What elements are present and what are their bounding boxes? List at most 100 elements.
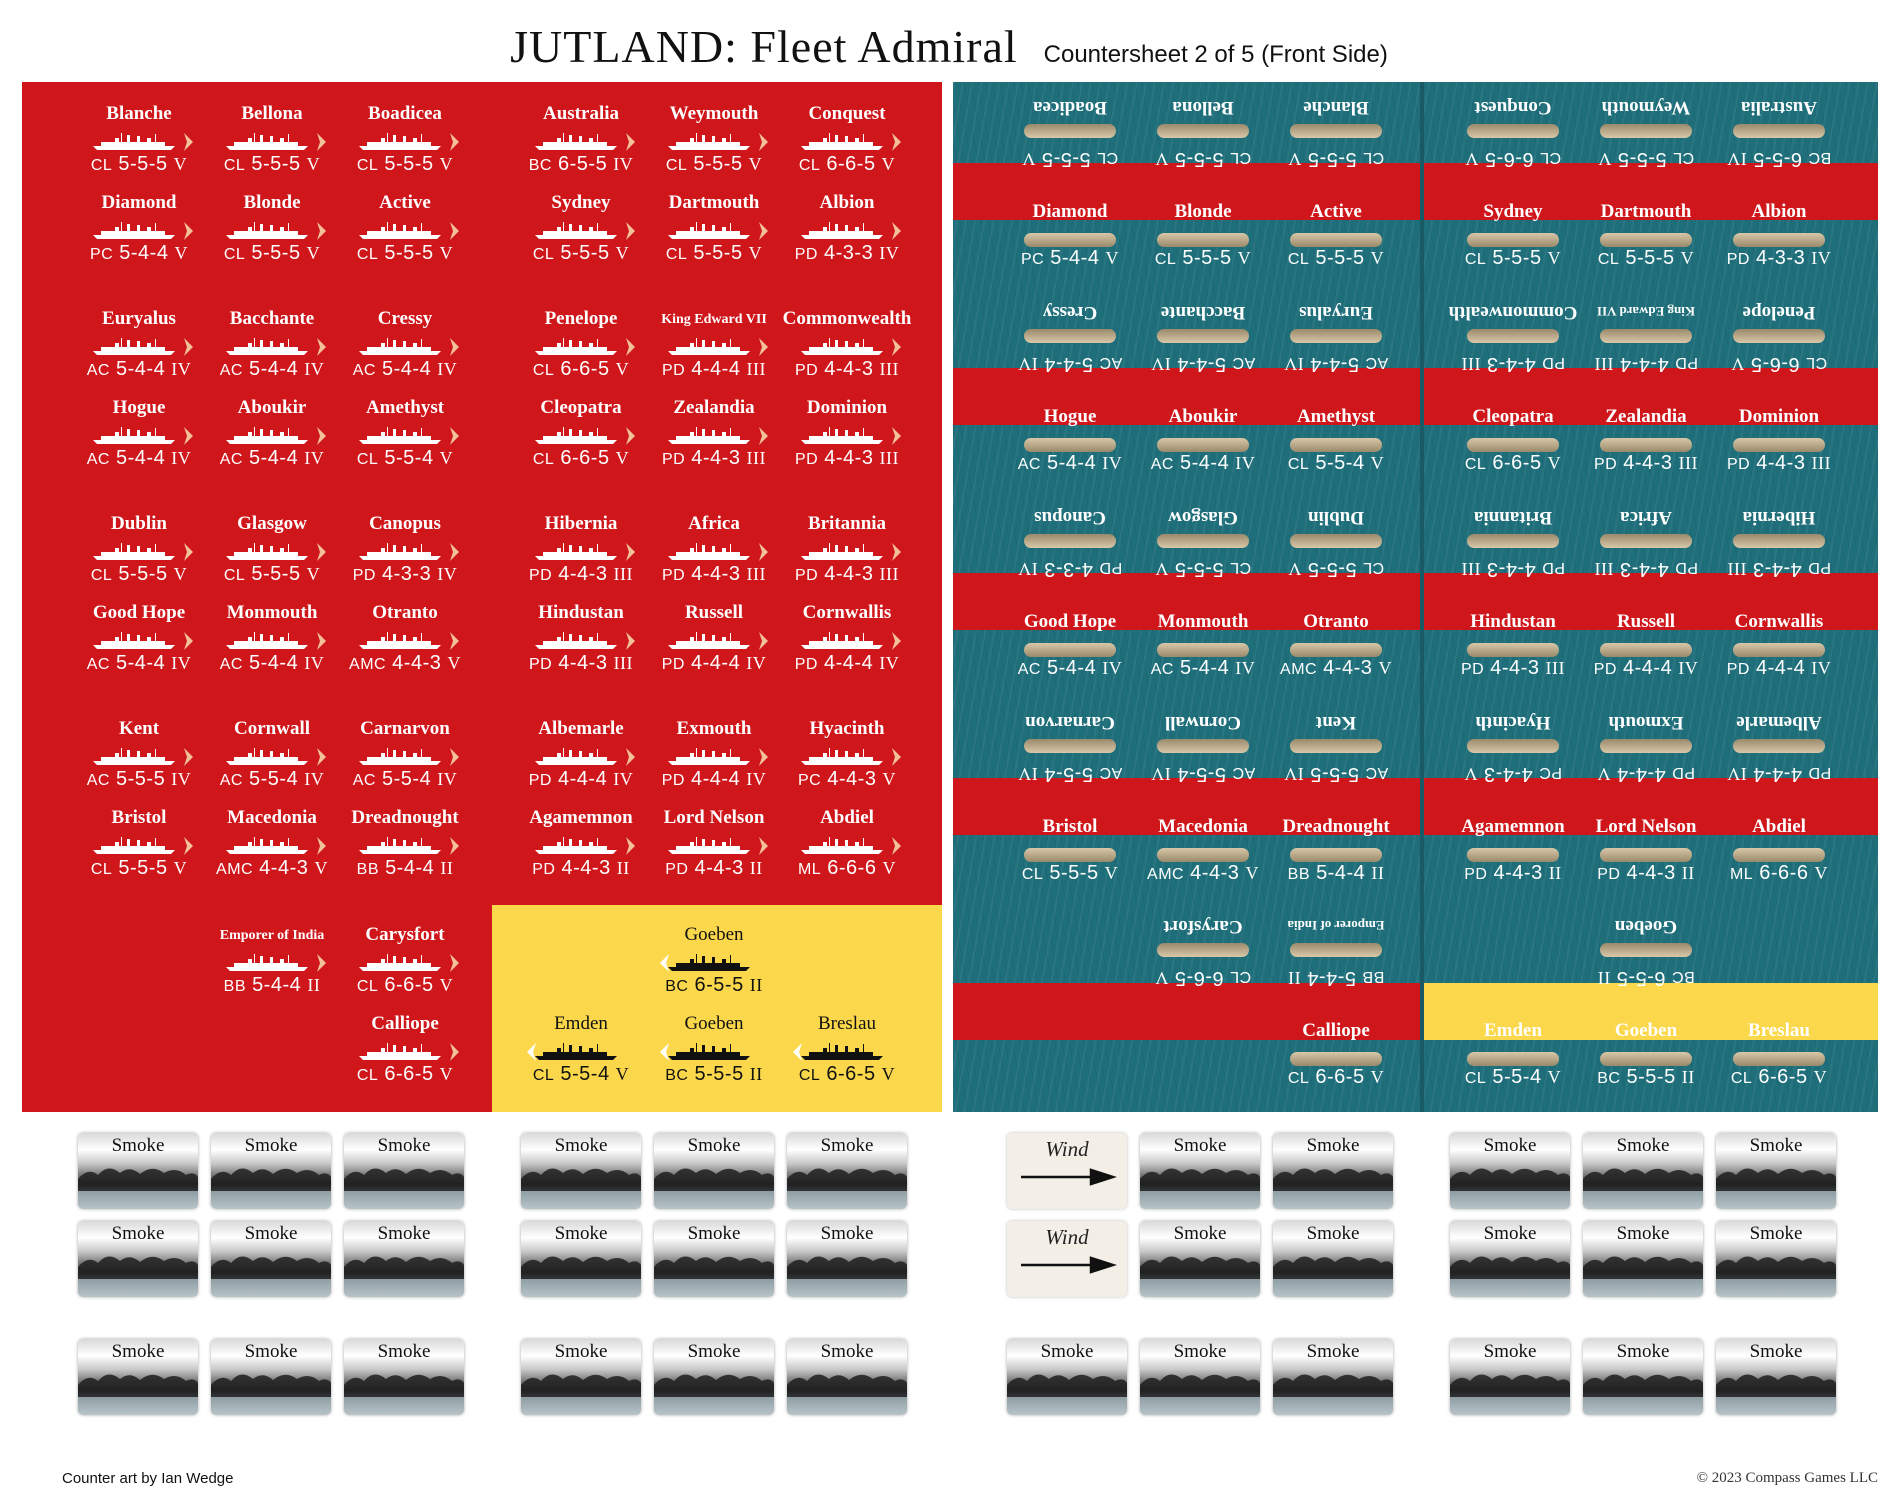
ship-counter[interactable]: Cornwall AC 5-5-4 IV — [206, 718, 338, 802]
ship-counter[interactable]: Emporer of India BB 5-4-4 II — [206, 924, 338, 1008]
ship-counter-back[interactable]: Dartmouth CL 5-5-5 V — [1580, 201, 1712, 281]
ship-counter[interactable]: Blonde CL 5-5-5 V — [206, 192, 338, 276]
ship-counter-back[interactable]: Hogue AC 5-4-4 IV — [1004, 406, 1136, 486]
ship-counter[interactable]: Active CL 5-5-5 V — [339, 192, 471, 276]
ship-counter[interactable]: Diamond PC 5-4-4 V — [73, 192, 205, 276]
smoke-marker[interactable]: Smoke — [211, 1221, 331, 1297]
smoke-marker[interactable]: Smoke — [78, 1339, 198, 1415]
ship-counter[interactable]: Dartmouth CL 5-5-5 V — [648, 192, 780, 276]
smoke-marker[interactable]: Smoke — [787, 1221, 907, 1297]
smoke-marker[interactable]: Smoke — [1273, 1339, 1393, 1415]
ship-counter-back[interactable]: CL 6-6-5 V Penelope — [1713, 302, 1845, 383]
ship-counter-back[interactable]: Active CL 5-5-5 V — [1270, 201, 1402, 281]
ship-counter[interactable]: Africa PD 4-4-3 III — [648, 513, 780, 597]
ship-counter[interactable]: Macedonia AMC 4-4-3 V — [206, 807, 338, 891]
ship-counter[interactable]: Emden CL 5-5-4 V — [515, 1013, 647, 1097]
smoke-marker[interactable]: Smoke — [521, 1221, 641, 1297]
smoke-marker[interactable]: Smoke — [344, 1339, 464, 1415]
smoke-marker[interactable]: Smoke — [1716, 1133, 1836, 1209]
ship-counter-back[interactable]: Amethyst CL 5-5-4 V — [1270, 406, 1402, 486]
ship-counter-back[interactable]: AC 5-4-4 IV Euryalus — [1270, 302, 1402, 383]
ship-counter-back[interactable]: AC 5-4-4 IV Cressy — [1004, 302, 1136, 383]
ship-counter-back[interactable]: Breslau CL 6-6-5 V — [1713, 1020, 1845, 1100]
ship-counter-back[interactable]: Zealandia PD 4-4-3 III — [1580, 406, 1712, 486]
smoke-marker[interactable]: Smoke — [1140, 1339, 1260, 1415]
ship-counter-back[interactable]: CL 5-5-5 V Weymouth — [1580, 97, 1712, 178]
ship-counter[interactable]: Amethyst CL 5-5-4 V — [339, 397, 471, 481]
ship-counter-back[interactable]: Otranto AMC 4-4-3 V — [1270, 611, 1402, 691]
smoke-marker[interactable]: Smoke — [1140, 1221, 1260, 1297]
ship-counter[interactable]: Penelope CL 6-6-5 V — [515, 308, 647, 392]
ship-counter-back[interactable]: BB 5-4-4 II Emporer of India — [1270, 917, 1402, 997]
ship-counter[interactable]: Russell PD 4-4-4 IV — [648, 602, 780, 686]
ship-counter[interactable]: Cornwallis PD 4-4-4 IV — [781, 602, 913, 686]
ship-counter-back[interactable]: Dreadnought BB 5-4-4 II — [1270, 816, 1402, 896]
ship-counter-back[interactable]: BC 6-5-5 II Goeben — [1580, 916, 1712, 997]
ship-counter-back[interactable]: Good Hope AC 5-4-4 IV — [1004, 611, 1136, 691]
ship-counter[interactable]: Hibernia PD 4-4-3 III — [515, 513, 647, 597]
ship-counter-back[interactable]: Russell PD 4-4-4 IV — [1580, 611, 1712, 691]
ship-counter-back[interactable]: Hindustan PD 4-4-3 III — [1447, 611, 1579, 691]
ship-counter[interactable]: Britannia PD 4-4-3 III — [781, 513, 913, 597]
smoke-marker[interactable]: Smoke — [1007, 1339, 1127, 1415]
ship-counter[interactable]: Cleopatra CL 6-6-5 V — [515, 397, 647, 481]
ship-counter[interactable]: Dreadnought BB 5-4-4 II — [339, 807, 471, 891]
ship-counter-back[interactable]: Abdiel ML 6-6-6 V — [1713, 816, 1845, 896]
smoke-marker[interactable]: Smoke — [1450, 1133, 1570, 1209]
ship-counter-back[interactable]: PD 4-3-3 IV Canopus — [1004, 507, 1136, 588]
ship-counter[interactable]: Otranto AMC 4-4-3 V — [339, 602, 471, 686]
ship-counter-back[interactable]: Dominion PD 4-4-3 III — [1713, 406, 1845, 486]
ship-counter-back[interactable]: PD 4-4-3 III Britannia — [1447, 507, 1579, 588]
ship-counter-back[interactable]: CL 5-5-5 V Boadicea — [1004, 97, 1136, 178]
ship-counter-back[interactable]: BC 6-5-5 IV Australia — [1713, 97, 1845, 178]
ship-counter-back[interactable]: Blonde CL 5-5-5 V — [1137, 201, 1269, 281]
smoke-marker[interactable]: Smoke — [1273, 1221, 1393, 1297]
ship-counter[interactable]: Carysfort CL 6-6-5 V — [339, 924, 471, 1008]
ship-counter-back[interactable]: Calliope CL 6-6-5 V — [1270, 1020, 1402, 1100]
ship-counter[interactable]: Boadicea CL 5-5-5 V — [339, 103, 471, 187]
ship-counter-back[interactable]: AC 5-4-4 IV Bacchante — [1137, 302, 1269, 383]
ship-counter[interactable]: Blanche CL 5-5-5 V — [73, 103, 205, 187]
ship-counter[interactable]: Abdiel ML 6-6-6 V — [781, 807, 913, 891]
smoke-marker[interactable]: Smoke — [1583, 1339, 1703, 1415]
ship-counter-back[interactable]: Diamond PC 5-4-4 V — [1004, 201, 1136, 281]
ship-counter-back[interactable]: CL 6-6-5 V Carysfort — [1137, 916, 1269, 997]
smoke-marker[interactable]: Smoke — [1140, 1133, 1260, 1209]
ship-counter[interactable]: Cressy AC 5-4-4 IV — [339, 308, 471, 392]
ship-counter-back[interactable]: CL 5-5-5 V Glasgow — [1137, 507, 1269, 588]
smoke-marker[interactable]: Smoke — [344, 1133, 464, 1209]
ship-counter[interactable]: Carnarvon AC 5-5-4 IV — [339, 718, 471, 802]
ship-counter-back[interactable]: Agamemnon PD 4-4-3 II — [1447, 816, 1579, 896]
smoke-marker[interactable]: Smoke — [521, 1133, 641, 1209]
smoke-marker[interactable]: Smoke — [787, 1339, 907, 1415]
ship-counter[interactable]: Glasgow CL 5-5-5 V — [206, 513, 338, 597]
smoke-marker[interactable]: Smoke — [1450, 1221, 1570, 1297]
ship-counter-back[interactable]: PD 4-4-3 III Africa — [1580, 507, 1712, 588]
ship-counter[interactable]: Breslau CL 6-6-5 V — [781, 1013, 913, 1097]
ship-counter-back[interactable]: PD 4-4-3 III Hibernia — [1713, 507, 1845, 588]
ship-counter[interactable]: Exmouth PD 4-4-4 IV — [648, 718, 780, 802]
smoke-marker[interactable]: Smoke — [1583, 1133, 1703, 1209]
ship-counter-back[interactable]: Cleopatra CL 6-6-5 V — [1447, 406, 1579, 486]
wind-marker[interactable]: Wind — [1007, 1133, 1127, 1209]
ship-counter-back[interactable]: Sydney CL 5-5-5 V — [1447, 201, 1579, 281]
ship-counter[interactable]: Sydney CL 5-5-5 V — [515, 192, 647, 276]
smoke-marker[interactable]: Smoke — [654, 1133, 774, 1209]
ship-counter-back[interactable]: Bristol CL 5-5-5 V — [1004, 816, 1136, 896]
ship-counter-back[interactable]: Aboukir AC 5-4-4 IV — [1137, 406, 1269, 486]
ship-counter-back[interactable]: AC 5-5-4 IV Carnarvon — [1004, 712, 1136, 793]
smoke-marker[interactable]: Smoke — [1450, 1339, 1570, 1415]
ship-counter[interactable]: Monmouth AC 5-4-4 IV — [206, 602, 338, 686]
ship-counter[interactable]: Agamemnon PD 4-4-3 II — [515, 807, 647, 891]
ship-counter[interactable]: Lord Nelson PD 4-4-3 II — [648, 807, 780, 891]
ship-counter-back[interactable]: CL 5-5-5 V Blanche — [1270, 97, 1402, 178]
wind-marker[interactable]: Wind — [1007, 1221, 1127, 1297]
ship-counter[interactable]: Aboukir AC 5-4-4 IV — [206, 397, 338, 481]
ship-counter-back[interactable]: Lord Nelson PD 4-4-3 II — [1580, 816, 1712, 896]
ship-counter[interactable]: Hindustan PD 4-4-3 III — [515, 602, 647, 686]
smoke-marker[interactable]: Smoke — [654, 1221, 774, 1297]
ship-counter[interactable]: Bristol CL 5-5-5 V — [73, 807, 205, 891]
ship-counter-back[interactable]: Goeben BC 5-5-5 II — [1580, 1020, 1712, 1100]
ship-counter[interactable]: Albion PD 4-3-3 IV — [781, 192, 913, 276]
ship-counter-back[interactable]: PC 4-4-3 V Hyacinth — [1447, 712, 1579, 793]
